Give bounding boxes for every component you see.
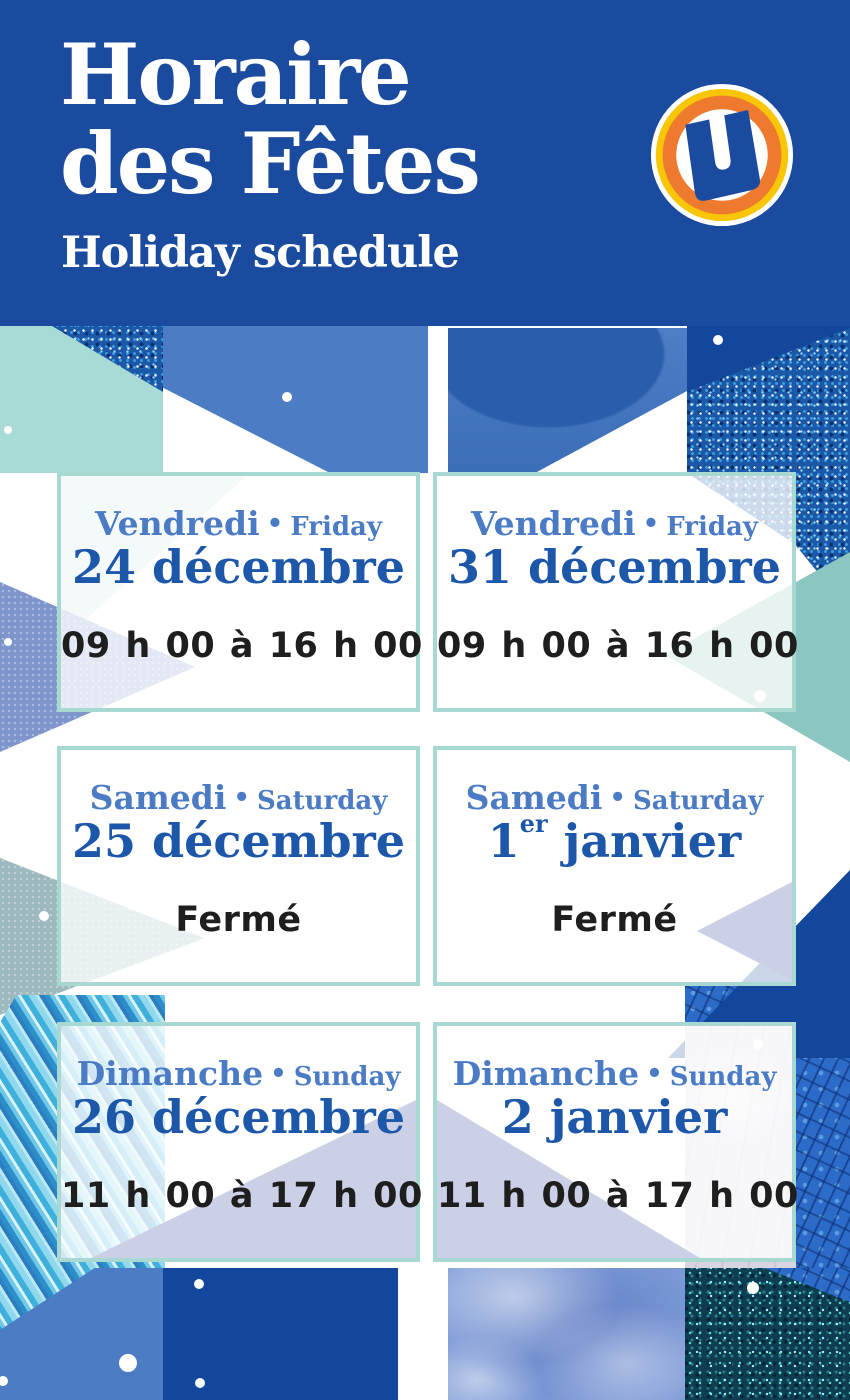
day-french: Dimanche	[76, 1054, 264, 1093]
bullet-separator: •	[642, 509, 660, 539]
card-day-line: Dimanche • Sunday	[437, 1054, 792, 1093]
schedule-card-sat-jan1: Samedi • Saturday 1er janvier Fermé	[433, 746, 796, 986]
day-english: Sunday	[669, 1062, 777, 1092]
card-date: 25 décembre	[61, 814, 416, 868]
day-english: Saturday	[633, 786, 764, 816]
decor-dot	[282, 392, 292, 402]
decor-dot	[119, 1354, 137, 1372]
bullet-separator: •	[270, 1059, 287, 1089]
card-hours: 11 h 00 à 17 h 00	[437, 1176, 799, 1216]
day-french: Vendredi	[471, 504, 636, 543]
day-french: Vendredi	[95, 504, 260, 543]
card-closed-label: Fermé	[551, 900, 678, 940]
date-text: 2 janvier	[501, 1090, 728, 1144]
bullet-separator: •	[609, 783, 626, 813]
card-day-line: Samedi • Saturday	[61, 778, 416, 817]
card-day-line: Vendredi • Friday	[437, 504, 792, 543]
schedule-card-sat-dec25: Samedi • Saturday 25 décembre Fermé	[57, 746, 420, 986]
card-date: 2 janvier	[437, 1090, 792, 1144]
bullet-separator: •	[266, 509, 284, 539]
schedule-card-fri-dec24: Vendredi • Friday 24 décembre 09 h 00 à 16…	[57, 472, 423, 712]
poster-subtitle-en: Holiday schedule	[61, 228, 460, 278]
decor-dot	[0, 1376, 8, 1386]
brand-logo-u: U	[650, 83, 794, 227]
date-ordinal: er	[519, 809, 548, 838]
day-french: Samedi	[89, 778, 227, 817]
date-text: 31 décembre	[447, 540, 782, 594]
title-line-2: des Fêtes	[60, 114, 481, 214]
schedule-card-fri-dec31: Vendredi • Friday 31 décembre 09 h 00 à 16…	[433, 472, 799, 712]
bg-medblue-polygon	[163, 326, 428, 473]
decor-dot	[4, 638, 12, 646]
decor-dot	[713, 335, 723, 345]
day-french: Samedi	[465, 778, 603, 817]
bullet-separator: •	[646, 1059, 663, 1089]
card-date: 26 décembre	[61, 1090, 416, 1144]
card-day-line: Dimanche • Sunday	[61, 1054, 416, 1093]
bg-watercolor-bottom	[448, 1268, 685, 1400]
day-french: Dimanche	[452, 1054, 640, 1093]
title-line-1: Horaire	[60, 25, 412, 124]
logo-u-letter	[685, 110, 760, 201]
day-english: Saturday	[257, 786, 388, 816]
decor-dot	[194, 1279, 204, 1289]
card-closed-label: Fermé	[175, 900, 302, 940]
card-hours: 09 h 00 à 16 h 00	[61, 626, 423, 666]
date-tail: janvier	[547, 814, 742, 868]
decor-dot	[4, 426, 12, 434]
day-english: Sunday	[293, 1062, 401, 1092]
day-english: Friday	[290, 512, 382, 542]
card-date: 1er janvier	[437, 810, 792, 868]
date-text: 24 décembre	[71, 540, 406, 594]
card-date: 31 décembre	[437, 540, 792, 594]
date-text: 25 décembre	[71, 814, 406, 868]
date-text: 26 décembre	[71, 1090, 406, 1144]
bullet-separator: •	[233, 783, 250, 813]
card-hours: 11 h 00 à 17 h 00	[61, 1176, 423, 1216]
decor-dot	[195, 1378, 205, 1388]
decor-dot	[747, 1282, 759, 1294]
card-date: 24 décembre	[61, 540, 416, 594]
schedule-card-sun-jan2: Dimanche • Sunday 2 janvier 11 h 00 à 17 h…	[433, 1022, 799, 1262]
poster-title-fr: Horaire des Fêtes	[60, 25, 481, 214]
date-text: 1	[487, 814, 520, 868]
schedule-card-sun-dec26: Dimanche • Sunday 26 décembre 11 h 00 à 17…	[57, 1022, 423, 1262]
card-hours: 09 h 00 à 16 h 00	[437, 626, 799, 666]
decor-dot	[39, 911, 49, 921]
day-english: Friday	[666, 512, 758, 542]
card-day-line: Vendredi • Friday	[61, 504, 416, 543]
card-day-line: Samedi • Saturday	[437, 778, 792, 817]
